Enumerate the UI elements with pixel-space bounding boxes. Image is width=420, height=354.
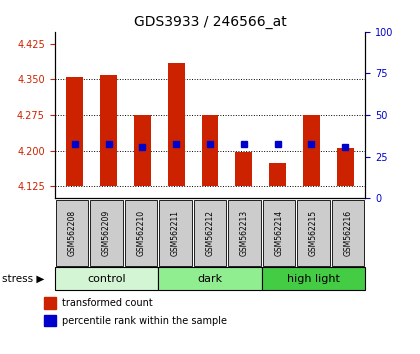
Bar <box>100 75 117 186</box>
Text: GSM562211: GSM562211 <box>171 210 180 256</box>
Bar <box>45 315 56 326</box>
Text: GSM562210: GSM562210 <box>136 210 145 256</box>
Bar <box>125 200 157 266</box>
Bar <box>168 63 185 186</box>
Bar <box>158 267 262 290</box>
Bar <box>269 162 286 186</box>
Text: GSM562214: GSM562214 <box>275 210 284 256</box>
Text: GSM562213: GSM562213 <box>240 210 249 256</box>
Bar <box>297 200 330 266</box>
Bar <box>159 200 192 266</box>
Text: GSM562208: GSM562208 <box>67 210 76 256</box>
Bar <box>55 200 88 266</box>
Title: GDS3933 / 246566_at: GDS3933 / 246566_at <box>134 16 286 29</box>
Bar <box>55 267 158 290</box>
Text: transformed count: transformed count <box>62 298 153 308</box>
Bar <box>90 200 123 266</box>
Text: GSM562216: GSM562216 <box>344 210 353 256</box>
Bar <box>134 115 151 186</box>
Bar <box>332 200 365 266</box>
Bar <box>235 152 252 186</box>
Bar <box>66 77 83 186</box>
Bar <box>263 200 295 266</box>
Bar <box>262 267 365 290</box>
Bar <box>303 115 320 186</box>
Text: dark: dark <box>197 274 223 284</box>
Text: high light: high light <box>287 274 340 284</box>
Text: control: control <box>87 274 126 284</box>
Text: GSM562215: GSM562215 <box>309 210 318 256</box>
Text: percentile rank within the sample: percentile rank within the sample <box>62 316 227 326</box>
Bar <box>337 148 354 186</box>
Bar <box>228 200 261 266</box>
Bar <box>194 200 226 266</box>
Bar <box>45 297 56 309</box>
Text: GSM562209: GSM562209 <box>102 210 111 256</box>
Text: stress ▶: stress ▶ <box>2 274 44 284</box>
Text: GSM562212: GSM562212 <box>205 210 215 256</box>
Bar <box>202 115 218 186</box>
